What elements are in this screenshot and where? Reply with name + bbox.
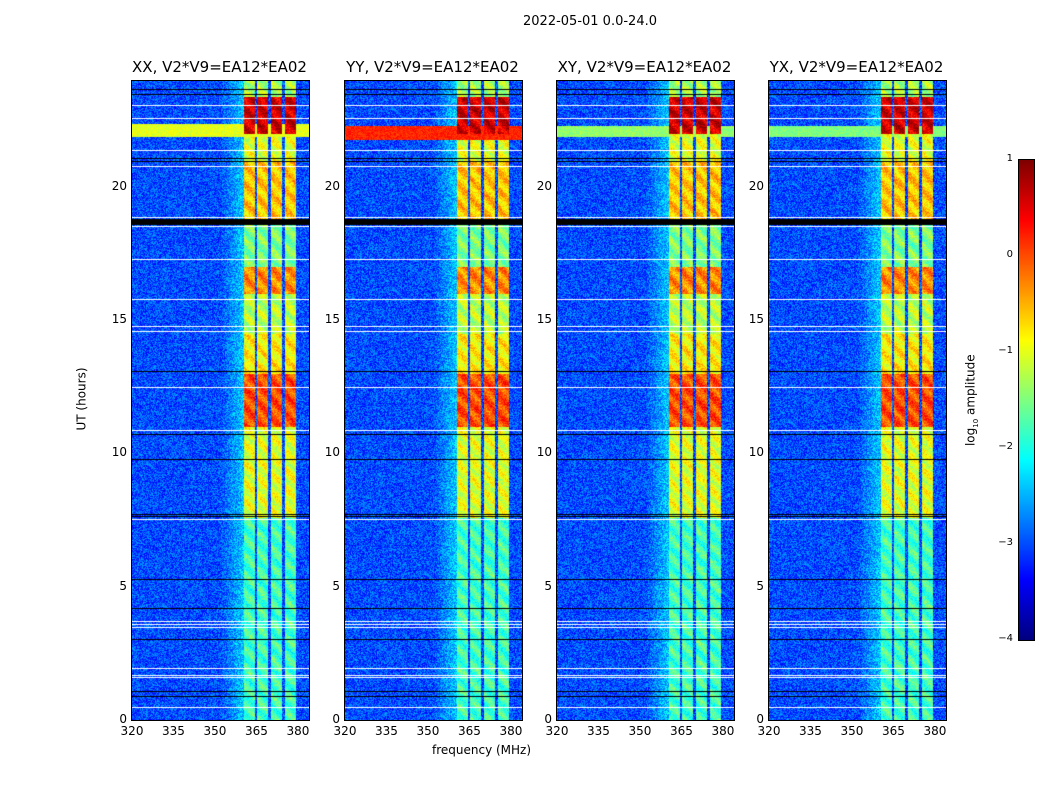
heatmap-panel-xx bbox=[131, 80, 310, 721]
x-tick-label: 320 bbox=[545, 724, 569, 738]
heatmap-image bbox=[345, 81, 522, 720]
x-tick-label: 335 bbox=[587, 724, 610, 738]
colorbar-gradient bbox=[1019, 160, 1034, 640]
heatmap-panel-yy bbox=[344, 80, 523, 721]
y-tick-label: 20 bbox=[536, 178, 552, 193]
x-tick-label: 365 bbox=[670, 724, 693, 738]
heatmap-image bbox=[132, 81, 309, 720]
x-tick-label: 365 bbox=[882, 724, 905, 738]
panel-title: YX, V2*V9=EA12*EA02 bbox=[769, 58, 944, 76]
panel-title: YY, V2*V9=EA12*EA02 bbox=[346, 58, 519, 76]
colorbar bbox=[1018, 159, 1035, 641]
x-tick-label: 320 bbox=[120, 724, 144, 738]
y-tick-label: 5 bbox=[756, 578, 764, 593]
colorbar-label: log10 amplitude bbox=[964, 354, 980, 446]
figure-title: 2022-05-01 0.0-24.0 bbox=[523, 14, 657, 29]
y-tick-label: 5 bbox=[544, 578, 552, 593]
y-tick-label: 5 bbox=[332, 578, 340, 593]
x-tick-label: 335 bbox=[375, 724, 398, 738]
y-tick-label: 20 bbox=[748, 178, 764, 193]
y-tick-label: 15 bbox=[536, 312, 552, 326]
x-tick-label: 380 bbox=[286, 724, 310, 738]
y-tick-label: 15 bbox=[748, 312, 764, 326]
y-axis-label: UT (hours) bbox=[74, 367, 89, 431]
x-tick-label: 320 bbox=[333, 724, 357, 738]
heatmap-panel-yx bbox=[768, 80, 947, 721]
y-tick-label: 10 bbox=[748, 445, 764, 460]
y-tick-label: 10 bbox=[111, 445, 127, 460]
x-tick-label: 365 bbox=[458, 724, 481, 738]
colorbar-tick-label: 1 bbox=[1006, 153, 1013, 164]
panel-title: XX, V2*V9=EA12*EA02 bbox=[132, 58, 307, 76]
colorbar-tick-label: −4 bbox=[998, 633, 1013, 644]
heatmap-panel-xy bbox=[556, 80, 735, 721]
x-tick-label: 350 bbox=[416, 724, 440, 738]
heatmap-image bbox=[769, 81, 946, 720]
x-tick-label: 365 bbox=[245, 724, 268, 738]
colorbar-tick-label: −3 bbox=[998, 537, 1013, 548]
colorbar-label-base: log bbox=[963, 427, 978, 447]
x-tick-label: 350 bbox=[203, 724, 227, 738]
x-tick-label: 320 bbox=[757, 724, 781, 738]
colorbar-tick-label: −1 bbox=[998, 345, 1013, 356]
colorbar-label-rest: amplitude bbox=[963, 354, 978, 419]
y-tick-label: 0 bbox=[119, 712, 127, 726]
colorbar-tick-label: −2 bbox=[998, 441, 1013, 452]
heatmap-image bbox=[557, 81, 734, 720]
x-tick-label: 335 bbox=[162, 724, 185, 738]
colorbar-label-sub: 10 bbox=[972, 418, 981, 428]
y-tick-label: 0 bbox=[756, 712, 764, 726]
colorbar-tick-label: 0 bbox=[1006, 249, 1013, 260]
y-tick-label: 20 bbox=[111, 178, 127, 193]
x-axis-label: frequency (MHz) bbox=[432, 743, 532, 757]
x-tick-label: 380 bbox=[923, 724, 947, 738]
x-tick-label: 335 bbox=[799, 724, 822, 738]
panel-title: XY, V2*V9=EA12*EA02 bbox=[557, 58, 732, 76]
x-tick-label: 380 bbox=[711, 724, 735, 738]
y-tick-label: 15 bbox=[324, 312, 340, 326]
x-tick-label: 380 bbox=[499, 724, 523, 738]
y-tick-label: 5 bbox=[119, 578, 127, 593]
x-tick-label: 350 bbox=[840, 724, 864, 738]
y-tick-label: 0 bbox=[544, 712, 552, 726]
y-tick-label: 10 bbox=[324, 445, 340, 460]
y-tick-label: 0 bbox=[332, 712, 340, 726]
x-tick-label: 350 bbox=[628, 724, 652, 738]
y-tick-label: 20 bbox=[324, 178, 340, 193]
y-tick-label: 10 bbox=[536, 445, 552, 460]
y-tick-label: 15 bbox=[111, 312, 127, 326]
